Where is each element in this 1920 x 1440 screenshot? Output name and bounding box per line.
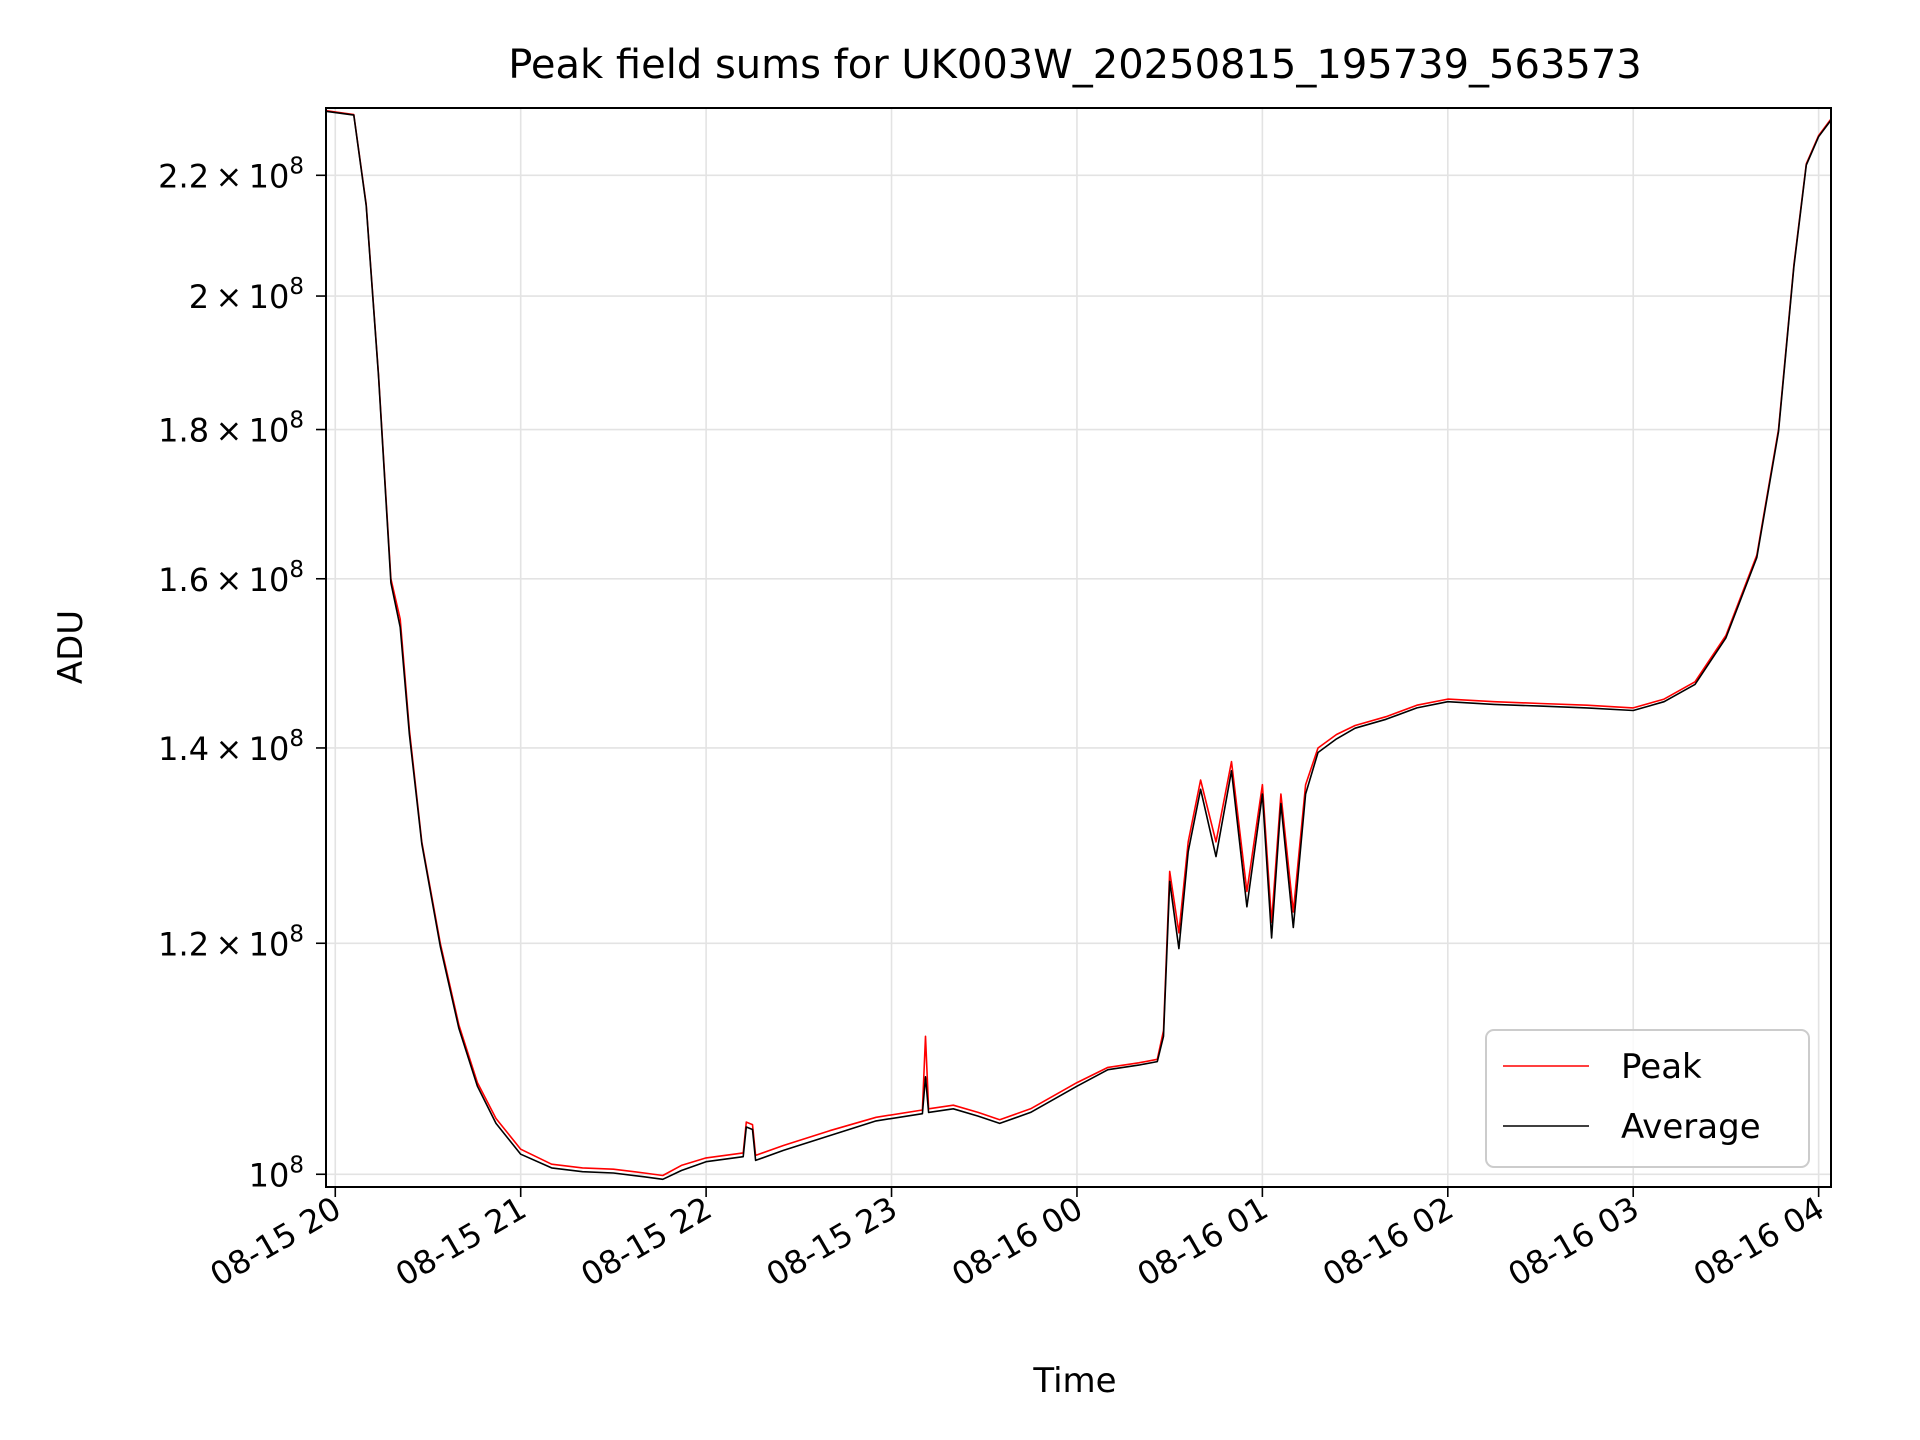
y-tick-label: 108	[249, 1152, 304, 1194]
legend: Peak Average	[1485, 1029, 1810, 1168]
x-tick-label: 08-15 23	[760, 1189, 904, 1294]
x-tick-label: 08-15 21	[389, 1189, 533, 1294]
x-tick-label: 08-15 22	[575, 1189, 719, 1294]
x-tick-label: 08-15 20	[204, 1189, 348, 1294]
chart-title: Peak field sums for UK003W_20250815_1957…	[508, 42, 1642, 88]
plot-frame	[325, 107, 1832, 1188]
y-axis: 108 1.2 × 108 1.4 × 108 1.6 × 108 1.8 × 108 2…	[158, 153, 326, 1194]
y-tick-label: 2 × 108	[189, 274, 304, 316]
y-tick-label: 1.6 × 108	[158, 557, 304, 599]
series-line-average	[325, 110, 1832, 1181]
x-axis: 08-15 20 08-15 21 08-15 22 08-15 23 08-16 00…	[204, 1187, 1831, 1294]
x-axis-label: Time	[1032, 1361, 1116, 1401]
y-tick-label: 1.2 × 108	[158, 921, 304, 963]
x-tick-label: 08-16 00	[945, 1189, 1089, 1294]
y-tick-label: 1.4 × 108	[158, 726, 304, 768]
y-axis-label: ADU	[51, 610, 91, 684]
series-line-peak	[325, 109, 1832, 1177]
x-tick-label: 08-16 01	[1131, 1189, 1275, 1294]
y-tick-label: 1.8 × 108	[158, 408, 304, 450]
y-tick-label: 2.2 × 108	[158, 153, 304, 195]
x-tick-label: 08-16 03	[1502, 1189, 1646, 1294]
series-layer	[325, 109, 1832, 1181]
x-tick-label: 08-16 04	[1687, 1189, 1831, 1294]
grid	[326, 108, 1831, 1187]
x-tick-label: 08-16 02	[1316, 1189, 1460, 1294]
legend-box	[1485, 1029, 1810, 1168]
legend-average-label: Average	[1621, 1107, 1761, 1147]
legend-peak-label: Peak	[1621, 1047, 1702, 1087]
